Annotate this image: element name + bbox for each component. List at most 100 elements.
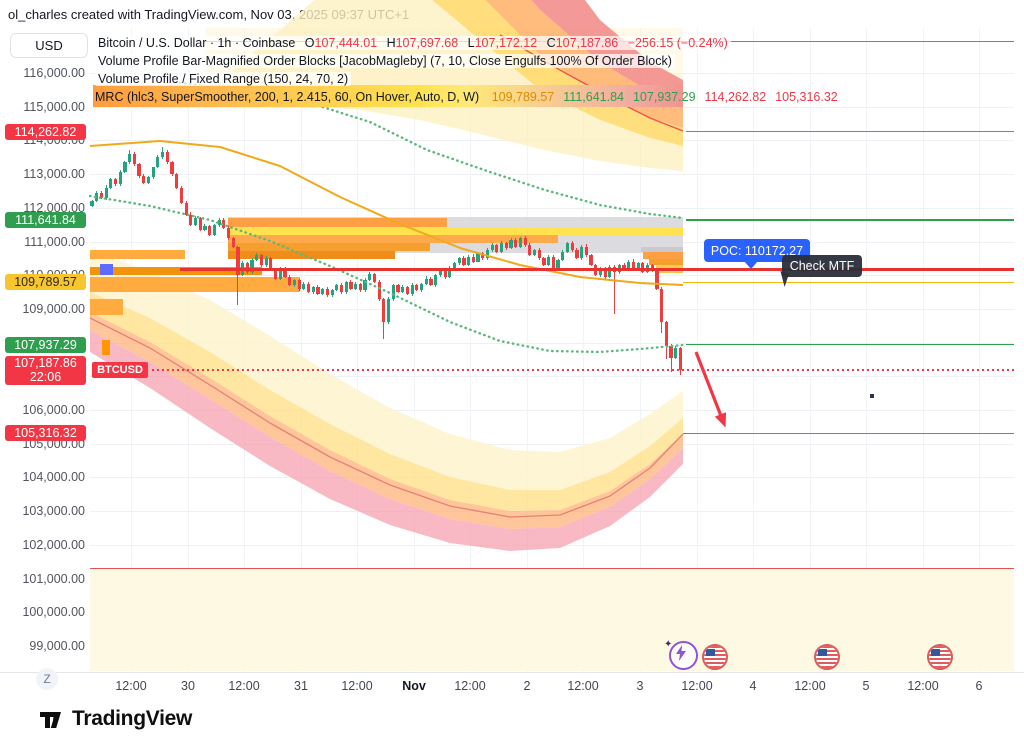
candle-body [311, 287, 315, 293]
gridline-h [90, 275, 1014, 277]
price-level-line[interactable] [686, 130, 1014, 133]
x-axis-tick: 3 [636, 679, 644, 693]
mrc-value: 114,262.82 [704, 90, 767, 104]
y-axis-label: 115,000.00 [23, 99, 85, 114]
timezone-button[interactable]: Z [36, 668, 58, 690]
candle-body [457, 258, 461, 264]
candle-body [259, 255, 264, 266]
time-axis-separator [0, 672, 1024, 673]
candle-body [452, 263, 457, 269]
lower-zone-fill [90, 569, 1014, 671]
price-level-line[interactable] [180, 268, 1014, 271]
candle-body [631, 261, 635, 269]
legend-row-symbol[interactable]: Bitcoin / U.S. Dollar · 1h · Coinbase O1… [95, 36, 731, 50]
candle-body [655, 270, 659, 289]
x-axis-tick: Nov [402, 679, 426, 693]
candle-body [142, 175, 146, 183]
price-badge: 109,789.57 [5, 274, 86, 291]
candle-body [467, 256, 471, 266]
vp-bar [90, 299, 123, 315]
gridline-h [90, 308, 1014, 310]
low-value: 107,172.12 [474, 36, 538, 50]
mrc-value: 107,937.29 [632, 90, 696, 104]
candle-body [306, 283, 311, 293]
price-level-line[interactable] [686, 219, 1014, 221]
candle-body [368, 273, 372, 281]
x-axis-tick: 12:00 [115, 679, 147, 693]
candle-body [335, 285, 339, 291]
candle-body [537, 249, 541, 259]
candle-body [429, 278, 433, 286]
candle-body [123, 162, 127, 173]
candle-body [99, 192, 103, 198]
us-flag-event-icon[interactable] [927, 644, 953, 670]
price-level-line[interactable] [90, 567, 1014, 570]
check-mtf-note[interactable]: Check MTF [782, 255, 862, 277]
candle-body [109, 179, 113, 188]
candle-wick [670, 343, 672, 373]
candle-body [462, 258, 466, 266]
vp-bar [228, 243, 430, 251]
candle-body [603, 268, 607, 277]
gridline-v [810, 28, 811, 672]
legend-row-mrc[interactable]: MRC (hlc3, SuperSmoother, 200, 1, 2.415,… [95, 90, 838, 104]
y-axis-label: 113,000.00 [23, 167, 85, 182]
gridline-v [301, 28, 302, 672]
candle-body [321, 288, 325, 294]
gridline-h [90, 207, 1014, 209]
candle-body [382, 298, 386, 323]
price-badge-value: 107,937.29 [14, 337, 77, 352]
candle-body [156, 157, 160, 168]
open-label: O [304, 36, 315, 50]
candle-body [302, 283, 306, 289]
candle-body [514, 239, 518, 247]
candle-body [401, 287, 405, 293]
gridline-v [866, 28, 867, 672]
currency-button[interactable]: USD [10, 33, 88, 58]
candle-body [118, 172, 122, 185]
gridline-v [979, 28, 980, 672]
legend-row-volume-profile[interactable]: Volume Profile / Fixed Range (150, 24, 7… [95, 72, 352, 86]
price-badge-value: 107,187.86 [14, 356, 77, 371]
candle-body [278, 268, 282, 279]
candle-body [222, 219, 226, 229]
us-flag-event-icon[interactable] [702, 644, 728, 670]
candle-body [330, 290, 334, 296]
x-axis-tick: 12:00 [907, 679, 939, 693]
candle-body [377, 281, 381, 299]
y-axis-label: 104,000.00 [22, 470, 85, 485]
price-level-line[interactable] [152, 369, 1014, 372]
price-level-line[interactable] [686, 344, 1014, 346]
candle-body [528, 244, 532, 255]
mrc-value: 111,641.84 [563, 90, 624, 104]
change-value: −256.15 (−0.24%) [627, 36, 728, 50]
price-badge-value: 105,316.32 [14, 426, 77, 441]
mrc-values: 109,789.57 111,641.84 107,937.29 114,262.82… [483, 90, 838, 104]
mrc-value: 109,789.57 [491, 90, 555, 104]
vp-bar [102, 340, 110, 355]
candle-body [580, 246, 584, 259]
candle-body [518, 238, 522, 247]
y-axis-label: 101,000.00 [22, 571, 85, 586]
orderblocks-indicator-title: Volume Profile Bar-Magnified Order Block… [95, 54, 675, 68]
price-level-line[interactable] [683, 281, 1014, 284]
candle-body [189, 214, 193, 225]
tradingview-logo-icon [40, 712, 61, 728]
legend-row-orderblocks[interactable]: Volume Profile Bar-Magnified Order Block… [95, 54, 675, 68]
us-flag-event-icon[interactable] [814, 644, 840, 670]
x-axis-tick: 31 [294, 679, 308, 693]
candle-body [622, 265, 626, 271]
price-badge: 114,262.82 [5, 123, 86, 140]
candle-body [504, 243, 508, 249]
volume-profile-indicator-title: Volume Profile / Fixed Range (150, 24, 7… [95, 72, 352, 86]
price-level-line[interactable] [683, 432, 1014, 434]
lightning-event-icon[interactable] [669, 641, 698, 670]
candle-body [316, 287, 320, 294]
candle-body [584, 246, 588, 255]
y-axis-label: 109,000.00 [22, 301, 85, 316]
candle-body [208, 226, 212, 235]
x-axis-tick: 5 [862, 679, 870, 693]
tradingview-logo[interactable]: TradingView [38, 706, 192, 732]
candle-body [424, 278, 428, 284]
